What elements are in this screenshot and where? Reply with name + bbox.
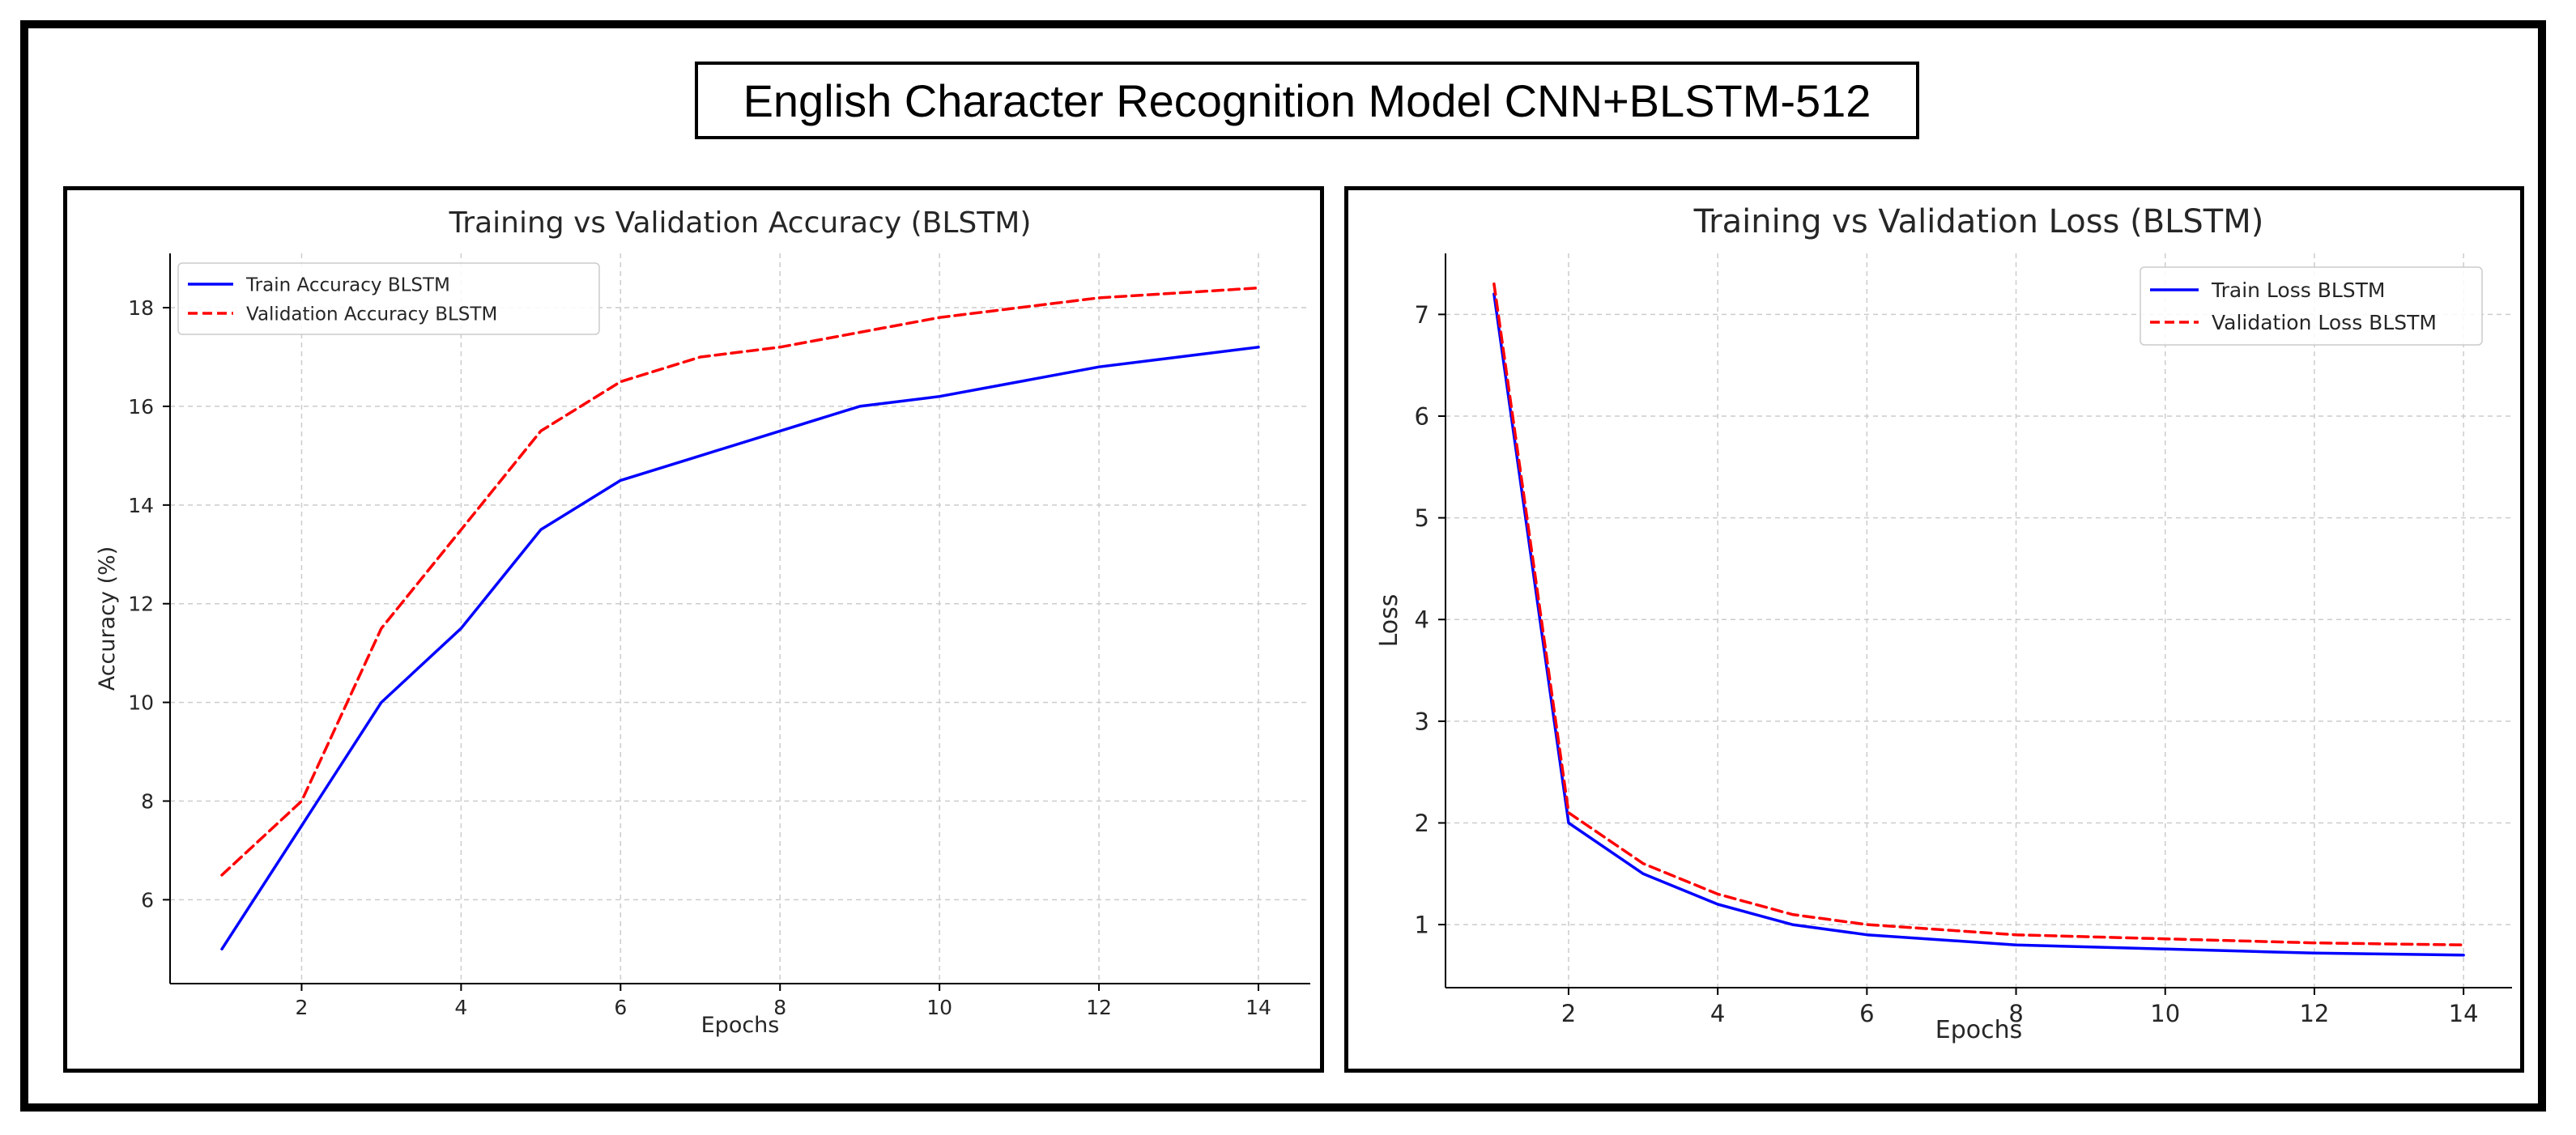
figure-title: English Character Recognition Model CNN+… [743, 74, 1871, 126]
x-tick-label: 6 [614, 996, 627, 1019]
x-tick-label: 14 [2449, 1000, 2479, 1027]
x-tick-label: 4 [1710, 1000, 1725, 1027]
figure-title-box: English Character Recognition Model CNN+… [695, 62, 1919, 139]
y-tick-label: 3 [1415, 708, 1429, 735]
x-tick-label: 8 [2008, 1000, 2023, 1027]
series-line-validation [220, 286, 1260, 877]
y-tick-label: 4 [1415, 606, 1429, 634]
y-tick-label: 16 [128, 395, 154, 419]
chart-title: Training vs Validation Accuracy (BLSTM) [449, 206, 1032, 240]
y-tick-label: 2 [1415, 810, 1429, 837]
legend-box [177, 262, 600, 335]
y-axis-label: Accuracy (%) [95, 546, 120, 691]
x-axis-label: Epochs [1935, 1016, 2023, 1044]
legend-box [2140, 266, 2483, 346]
x-tick-label: 4 [454, 996, 467, 1019]
y-tick-label: 10 [128, 691, 154, 715]
loss-chart: Training vs Validation Loss (BLSTM) 2 4 6 8 1… [1375, 203, 2512, 1044]
series-line-train [220, 346, 1260, 951]
y-tick-label: 1 [1415, 912, 1429, 939]
x-tick-label: 12 [2299, 1000, 2329, 1027]
y-tick-label: 5 [1415, 504, 1429, 532]
accuracy-chart: Training vs Validation Accuracy (BLSTM) 2… [95, 206, 1310, 1038]
y-axis-label: Loss [1375, 594, 1403, 648]
x-tick-label: 14 [1245, 996, 1271, 1019]
y-tick-label: 8 [141, 790, 154, 814]
x-tick-label: 12 [1086, 996, 1112, 1019]
legend-label: Train Loss BLSTM [2211, 278, 2386, 302]
x-tick-label: 6 [1859, 1000, 1874, 1027]
y-tick-label: 6 [141, 888, 154, 912]
x-tick-label: 2 [296, 996, 309, 1019]
legend-label: Validation Accuracy BLSTM [246, 304, 497, 325]
y-tick-label: 6 [1415, 402, 1429, 430]
y-tick-label: 14 [128, 494, 154, 517]
x-axis-label: Epochs [701, 1013, 780, 1038]
x-tick-label: 10 [926, 996, 952, 1019]
x-tick-label: 8 [773, 996, 786, 1019]
accuracy-chart-panel: Training vs Validation Accuracy (BLSTM) 2… [63, 186, 1324, 1073]
x-tick-label: 10 [2150, 1000, 2180, 1027]
x-tick-label: 2 [1561, 1000, 1576, 1027]
series-line-train [1492, 292, 2465, 957]
legend-label: Validation Loss BLSTM [2212, 311, 2437, 334]
chart-title: Training vs Validation Loss (BLSTM) [1693, 203, 2264, 240]
y-tick-label: 12 [128, 593, 154, 616]
legend-label: Train Accuracy BLSTM [245, 274, 450, 295]
series-line-validation [1492, 282, 2465, 946]
y-tick-label: 18 [128, 296, 154, 320]
y-tick-label: 7 [1415, 301, 1429, 329]
loss-chart-panel: Training vs Validation Loss (BLSTM) 2 4 6 8 1… [1344, 186, 2524, 1073]
